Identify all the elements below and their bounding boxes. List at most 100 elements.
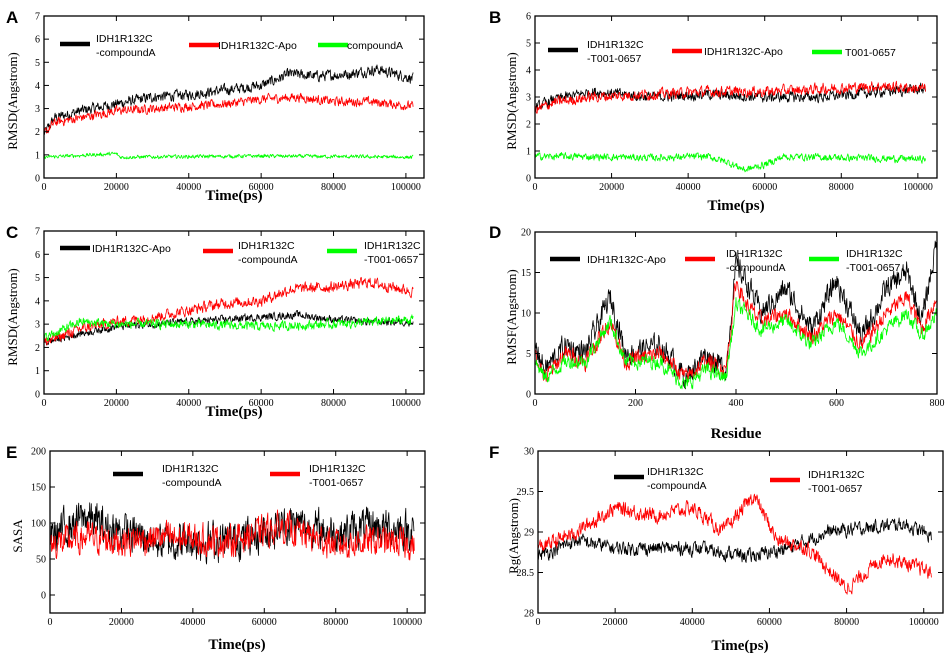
series-line-1 (538, 517, 932, 563)
legend-label: IDH1R132C (238, 240, 295, 252)
x-tick-label: 60000 (252, 617, 277, 628)
y-axis-label: RMSF(Angstrom) (504, 269, 519, 364)
x-axis-label: Time(ps) (711, 638, 768, 654)
y-tick-label: 200 (31, 447, 46, 458)
y-tick-label: 3 (35, 104, 40, 115)
panel-C: 0 20000 40000 60000 80000 100000 0 1 2 3 4 5 6 7 IDH1R… (5, 223, 425, 420)
y-tick-label: 1 (35, 366, 40, 377)
x-tick-label: 100000 (391, 182, 421, 193)
y-axis-label: Rg(Angstrom) (506, 498, 521, 574)
legend-label: -compoundA (162, 477, 222, 489)
y-tick-label: 6 (526, 12, 531, 23)
y-tick-label: 10 (521, 309, 531, 320)
legend-label: compoundA (347, 40, 403, 52)
x-tick-label: 60000 (249, 398, 274, 409)
legend-label: IDH1R132C (808, 469, 865, 481)
plot-frame (43, 15, 425, 179)
y-tick-label: 15 (521, 268, 531, 279)
legend-label: IDH1R132C (587, 39, 644, 51)
y-tick-label: 7 (35, 12, 40, 23)
series-line-2 (44, 92, 414, 134)
x-tick-label: 100000 (909, 617, 939, 628)
y-tick-label: 4 (526, 66, 531, 77)
x-tick-label: 0 (42, 398, 47, 409)
x-axis-label: Time(ps) (205, 404, 262, 420)
x-tick-label: 0 (533, 182, 538, 193)
legend-label: -compoundA (96, 47, 156, 59)
x-tick-label: 40000 (180, 617, 205, 628)
x-tick-label: 100000 (392, 617, 422, 628)
panel-letter: E (6, 443, 17, 462)
series-line-2 (50, 509, 415, 561)
legend-label: -T001-0657 (309, 477, 363, 489)
x-tick-label: 60000 (757, 617, 782, 628)
x-tick-label: 100000 (903, 182, 933, 193)
y-tick-label: 1 (35, 150, 40, 161)
x-tick-label: 600 (829, 398, 844, 409)
legend-label: -T001-0657 (587, 53, 641, 65)
x-tick-label: 60000 (249, 182, 274, 193)
series-line-2 (535, 281, 937, 383)
y-tick-label: 5 (526, 39, 531, 50)
legend-label: -T001-0657 (808, 483, 862, 495)
x-tick-label: 0 (42, 182, 47, 193)
x-tick-label: 20000 (599, 182, 624, 193)
y-tick-label: 2 (35, 127, 40, 138)
y-tick-label: 50 (36, 555, 46, 566)
legend-label: IDH1R132C-Apo (704, 46, 783, 58)
x-tick-label: 40000 (176, 182, 201, 193)
panel-letter: F (489, 443, 499, 462)
panel-E: 0 20000 40000 60000 80000 100000 0 50 100 150 200 I… (6, 443, 426, 653)
plot-frame (49, 450, 426, 614)
y-tick-label: 28.5 (517, 568, 535, 579)
panel-letter: C (6, 223, 18, 242)
x-axis-label: Time(ps) (205, 188, 262, 204)
x-tick-label: 60000 (752, 182, 777, 193)
x-tick-label: 80000 (323, 617, 348, 628)
y-tick-label: 5 (35, 273, 40, 284)
y-axis-label: SASA (10, 519, 25, 553)
plot-frame (43, 230, 425, 395)
x-tick-label: 400 (729, 398, 744, 409)
x-tick-label: 20000 (104, 398, 129, 409)
x-tick-label: 20000 (603, 617, 628, 628)
legend-label: IDH1R132C-Apo (587, 254, 666, 266)
x-tick-label: 20000 (104, 182, 129, 193)
panel-letter: A (6, 8, 18, 27)
y-axis-label: RMSD(Angstrom) (5, 52, 20, 150)
x-tick-label: 40000 (680, 617, 705, 628)
y-tick-label: 0 (526, 390, 531, 401)
legend-label: IDH1R132C (364, 240, 421, 252)
panel-F: 0 20000 40000 60000 80000 100000 28 28.5 29 29.5 3… (489, 443, 944, 654)
x-tick-label: 20000 (109, 617, 134, 628)
y-tick-label: 6 (35, 250, 40, 261)
y-tick-label: 0 (35, 174, 40, 185)
x-tick-label: 0 (533, 398, 538, 409)
legend-label: -compoundA (726, 262, 786, 274)
legend-label: IDH1R132C (309, 463, 366, 475)
series-line-3 (535, 297, 937, 390)
panel-letter: B (489, 8, 501, 27)
y-tick-label: 0 (41, 591, 46, 602)
series-line-3 (44, 314, 414, 342)
y-axis-label: RMSD(Angstrom) (504, 52, 519, 150)
panel-B: 0 20000 40000 60000 80000 100000 0 1 2 3 4 5 6 IDH1R1… (489, 8, 938, 214)
legend-label: IDH1R132C (96, 33, 153, 45)
x-tick-label: 80000 (321, 182, 346, 193)
series-line-2 (44, 276, 414, 346)
panel-D: 0 200 400 600 800 0 5 10 15 20 IDH1R132C-Apo IDH1R1… (489, 223, 945, 442)
x-axis-label: Time(ps) (208, 637, 265, 653)
legend-label: -compoundA (647, 480, 707, 492)
y-tick-label: 0 (526, 174, 531, 185)
x-tick-label: 800 (930, 398, 945, 409)
y-tick-label: 6 (35, 35, 40, 46)
x-tick-label: 40000 (676, 182, 701, 193)
x-tick-label: 80000 (829, 182, 854, 193)
legend-label: -T001-0657 (364, 254, 418, 266)
x-tick-label: 80000 (321, 398, 346, 409)
series-line-2 (535, 80, 926, 114)
x-tick-label: 100000 (391, 398, 421, 409)
y-tick-label: 4 (35, 81, 40, 92)
panel-letter: D (489, 223, 501, 242)
